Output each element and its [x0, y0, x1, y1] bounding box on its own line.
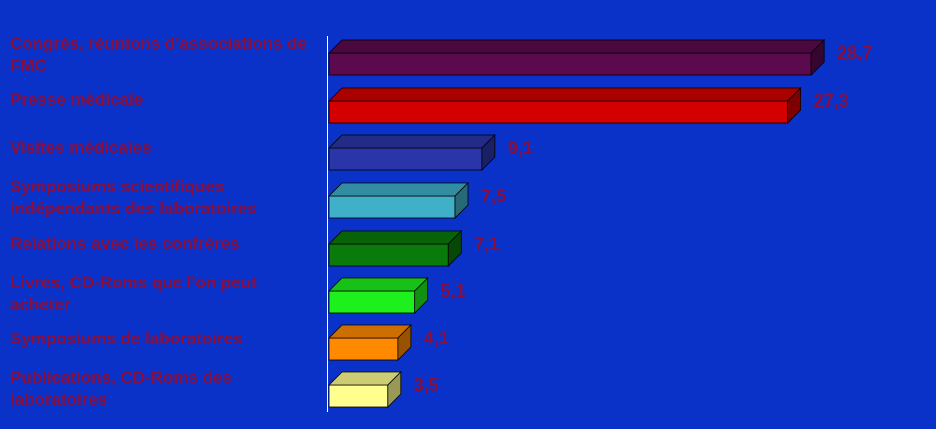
bar-side	[810, 39, 825, 76]
bar	[328, 324, 412, 361]
bar-top	[328, 134, 496, 149]
value-label: 28,7	[837, 43, 872, 63]
category-label: Visites médicales	[10, 138, 152, 157]
value-label: 27,3	[814, 91, 849, 111]
bar	[328, 277, 429, 314]
bar-side	[481, 134, 496, 171]
value-label: 7,5	[481, 186, 506, 206]
category-label: Livres, CD-Roms que l'on peut acheter	[10, 273, 257, 314]
bar-top	[328, 277, 429, 292]
bar-front	[328, 147, 483, 171]
axis-line	[327, 36, 328, 412]
bar-side	[387, 371, 402, 408]
bar	[328, 134, 496, 171]
bar	[328, 371, 402, 408]
bar-top	[328, 324, 412, 339]
category-label: Symposiums de laboratoires	[10, 329, 243, 348]
bar-side	[454, 182, 469, 219]
value-label: 9,1	[508, 138, 533, 158]
bar-top	[328, 230, 463, 245]
category-label: Congrès, réunions d'associations de FMC	[10, 34, 307, 75]
value-label: 3,5	[414, 375, 439, 395]
bar	[328, 39, 826, 76]
bar-front	[328, 290, 416, 314]
value-label: 7,1	[474, 234, 499, 254]
bar-front	[328, 100, 789, 124]
category-label: Symposiums scientifiques indépendants de…	[10, 177, 257, 218]
category-label: Presse médicale	[10, 90, 144, 109]
value-label: 5,1	[441, 281, 466, 301]
bar-side	[787, 87, 802, 124]
bar-top	[328, 39, 826, 54]
category-label: Relations avec les confrères	[10, 234, 240, 253]
bar-front	[328, 243, 449, 267]
bar-side	[397, 324, 412, 361]
value-label: 4,1	[424, 328, 449, 348]
bar-top	[328, 182, 469, 197]
bar-front	[328, 52, 812, 76]
bar-front	[328, 195, 456, 219]
bar	[328, 230, 463, 267]
bar-side	[414, 277, 429, 314]
bar	[328, 182, 469, 219]
bar	[328, 87, 802, 124]
bar-front	[328, 384, 389, 408]
bar-front	[328, 337, 399, 361]
bar-side	[447, 230, 462, 267]
bar-top	[328, 87, 802, 102]
category-label: Publications, CD-Roms des laboratoires	[10, 368, 232, 409]
